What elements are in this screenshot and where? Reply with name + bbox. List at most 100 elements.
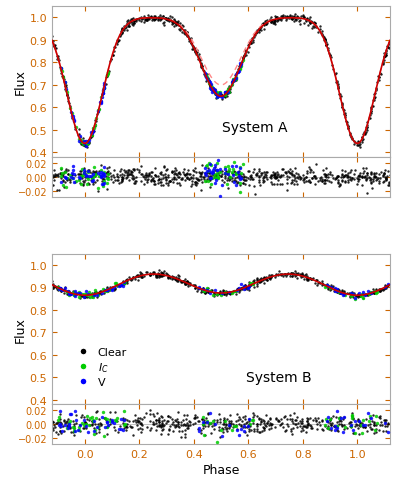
Point — [215, 170, 221, 178]
Point — [254, 281, 260, 288]
Point — [224, 90, 230, 97]
Point — [214, 418, 220, 426]
Point — [173, 417, 180, 425]
Point — [200, 286, 206, 293]
Point — [358, 421, 365, 429]
Point — [132, 174, 139, 181]
Point — [102, 81, 109, 89]
Point — [185, 422, 192, 430]
Point — [268, 173, 274, 180]
Point — [130, 15, 136, 23]
Point — [334, 422, 341, 430]
Point — [302, 274, 309, 281]
Point — [199, 169, 205, 177]
Point — [116, 172, 123, 180]
Point — [182, 31, 188, 39]
Point — [141, 172, 148, 180]
Point — [254, 282, 260, 290]
Point — [196, 285, 202, 292]
Point — [344, 424, 350, 432]
Point — [65, 288, 72, 296]
Point — [319, 176, 325, 184]
Point — [135, 276, 142, 284]
Point — [293, 272, 300, 279]
Point — [131, 175, 138, 183]
Point — [133, 16, 139, 24]
Point — [349, 291, 355, 299]
Point — [104, 72, 110, 79]
Point — [158, 268, 164, 276]
Point — [104, 421, 111, 429]
Point — [314, 420, 320, 428]
Point — [169, 420, 176, 428]
Point — [305, 420, 312, 427]
Point — [225, 87, 231, 95]
Point — [143, 269, 150, 276]
Point — [81, 142, 88, 149]
Point — [62, 285, 68, 292]
Point — [220, 288, 227, 296]
Point — [103, 175, 110, 182]
Point — [347, 168, 354, 176]
Point — [156, 416, 162, 424]
Point — [282, 413, 288, 420]
Point — [175, 421, 182, 429]
Point — [250, 39, 256, 47]
Point — [262, 18, 268, 26]
Point — [260, 425, 267, 432]
Point — [309, 19, 316, 26]
Point — [323, 171, 329, 179]
Point — [243, 174, 249, 182]
Point — [89, 293, 95, 301]
Point — [373, 173, 379, 181]
Point — [174, 171, 180, 179]
Point — [244, 49, 251, 57]
Point — [55, 283, 61, 291]
Point — [110, 48, 117, 56]
Point — [202, 71, 208, 79]
Point — [371, 174, 378, 182]
Point — [175, 272, 182, 279]
Point — [322, 173, 328, 180]
Point — [81, 292, 88, 300]
Point — [180, 277, 186, 285]
Point — [63, 166, 69, 173]
Point — [254, 425, 261, 433]
Point — [101, 80, 108, 87]
Point — [162, 15, 168, 23]
Point — [118, 176, 125, 183]
Point — [288, 180, 294, 187]
Point — [86, 421, 92, 429]
Point — [282, 168, 289, 176]
Point — [384, 181, 391, 189]
Point — [135, 273, 141, 280]
Point — [241, 283, 247, 290]
Point — [264, 274, 271, 281]
Point — [166, 273, 172, 280]
Point — [208, 85, 214, 93]
Point — [294, 13, 300, 21]
Point — [302, 423, 309, 431]
Point — [308, 276, 314, 283]
Point — [65, 95, 71, 103]
Point — [376, 77, 382, 84]
Point — [76, 292, 83, 300]
Point — [240, 54, 246, 62]
Point — [236, 173, 242, 180]
Point — [69, 112, 76, 120]
Point — [193, 168, 199, 176]
Point — [214, 157, 221, 165]
Point — [305, 275, 312, 283]
Point — [128, 16, 134, 24]
Point — [308, 425, 315, 432]
Point — [344, 119, 350, 127]
Point — [80, 178, 86, 185]
Point — [82, 169, 89, 177]
Point — [249, 176, 256, 184]
Point — [284, 271, 290, 278]
Point — [278, 173, 284, 181]
Point — [62, 82, 69, 90]
Point — [366, 174, 372, 181]
Point — [155, 16, 162, 24]
Point — [226, 288, 232, 296]
